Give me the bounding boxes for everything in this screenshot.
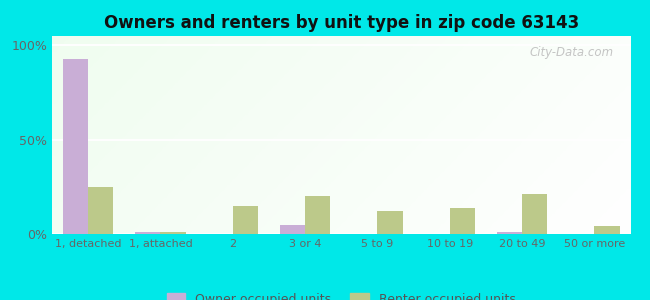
Bar (280, 225, 305, 234)
Bar (594, 226, 619, 234)
Bar (522, 194, 547, 234)
Bar (450, 208, 475, 234)
Legend: Owner occupied units, Renter occupied units: Owner occupied units, Renter occupied un… (162, 288, 521, 300)
Bar (88, 187, 114, 234)
Title: Owners and renters by unit type in zip code 63143: Owners and renters by unit type in zip c… (103, 14, 579, 32)
Bar (497, 232, 522, 234)
Bar (63, 58, 88, 234)
Bar (161, 232, 186, 234)
Bar (135, 232, 161, 234)
Text: City-Data.com: City-Data.com (529, 46, 613, 59)
Bar (305, 196, 330, 234)
Bar (233, 206, 258, 234)
Bar (378, 212, 403, 234)
